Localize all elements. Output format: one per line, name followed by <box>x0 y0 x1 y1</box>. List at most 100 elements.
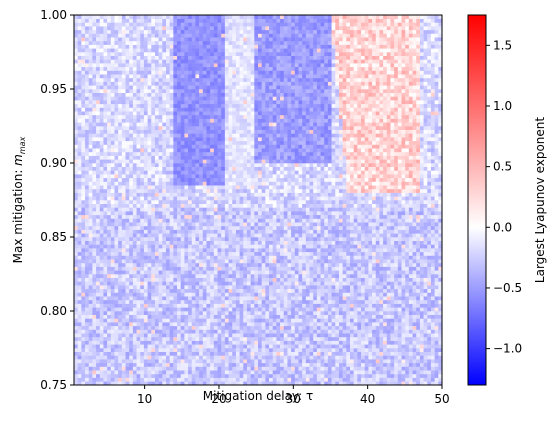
heatmap-cell <box>147 44 152 49</box>
heatmap-cell <box>213 262 218 267</box>
heatmap-cell <box>85 159 90 164</box>
heatmap-cell <box>177 63 182 68</box>
heatmap-cell <box>166 63 170 68</box>
heatmap-cell <box>132 307 137 312</box>
heatmap-cell <box>206 151 211 156</box>
heatmap-cell <box>151 74 156 79</box>
heatmap-cell <box>202 237 207 241</box>
heatmap-cell <box>232 285 237 290</box>
heatmap-cell <box>224 166 229 171</box>
heatmap-cell <box>162 77 167 82</box>
heatmap-cell <box>147 166 152 171</box>
heatmap-cell <box>158 207 163 212</box>
heatmap-cell <box>110 185 115 190</box>
heatmap-cell <box>191 177 196 182</box>
heatmap-cell <box>121 296 126 301</box>
heatmap-cell <box>74 163 78 167</box>
heatmap-cell <box>162 340 167 345</box>
heatmap-cell <box>246 266 251 271</box>
heatmap-cell <box>188 200 193 204</box>
heatmap-cell <box>140 170 145 175</box>
heatmap-cell <box>180 15 185 19</box>
heatmap-cell <box>184 63 189 68</box>
heatmap-cell <box>107 270 112 275</box>
heatmap-cell <box>188 77 193 82</box>
heatmap-cell <box>132 74 137 79</box>
heatmap-cell <box>129 270 134 275</box>
heatmap-cell <box>107 37 112 42</box>
heatmap-cell <box>154 285 159 290</box>
heatmap-cell <box>213 270 218 275</box>
heatmap-cell <box>224 336 229 341</box>
heatmap-cell <box>217 55 222 60</box>
heatmap-cell <box>221 170 226 175</box>
heatmap-cell <box>232 163 237 167</box>
heatmap-cell <box>81 307 86 312</box>
heatmap-cell <box>85 188 90 193</box>
heatmap-cell <box>250 111 255 116</box>
heatmap-cell <box>103 207 108 212</box>
heatmap-cell <box>173 207 178 212</box>
heatmap-cell <box>118 225 123 230</box>
heatmap-cell <box>210 181 215 186</box>
heatmap-cell <box>88 100 93 105</box>
heatmap-cell <box>254 188 259 193</box>
heatmap-cell <box>136 188 141 193</box>
heatmap-cell <box>184 126 189 130</box>
heatmap-cell <box>191 77 196 82</box>
heatmap-cell <box>88 177 93 182</box>
heatmap-cell <box>169 166 174 171</box>
heatmap-cell <box>132 192 137 197</box>
heatmap-cell <box>114 89 119 93</box>
heatmap-cell <box>129 314 134 319</box>
heatmap-cell <box>99 81 104 86</box>
heatmap-cell <box>246 44 251 49</box>
heatmap-cell <box>202 81 207 86</box>
heatmap-cell <box>206 40 211 45</box>
heatmap-cell <box>250 100 255 105</box>
heatmap-cell <box>121 181 126 186</box>
heatmap-cell <box>103 285 108 290</box>
heatmap-cell <box>162 196 167 201</box>
heatmap-cell <box>199 166 204 171</box>
heatmap-cell <box>132 244 137 249</box>
heatmap-cell <box>125 270 130 275</box>
heatmap-cell <box>202 40 207 45</box>
heatmap-cell <box>188 133 193 138</box>
heatmap-cell <box>250 266 255 271</box>
heatmap-cell <box>107 89 112 93</box>
heatmap-cell <box>246 111 251 116</box>
heatmap-cell <box>188 274 193 278</box>
heatmap-cell <box>151 299 156 304</box>
heatmap-cell <box>74 325 78 330</box>
heatmap-cell <box>199 181 204 186</box>
heatmap-cell <box>151 66 156 71</box>
heatmap-cell <box>206 314 211 319</box>
heatmap-cell <box>143 336 148 341</box>
heatmap-cell <box>188 359 193 364</box>
heatmap-cell <box>206 318 211 323</box>
heatmap-cell <box>246 277 251 282</box>
heatmap-cell <box>81 303 86 308</box>
heatmap-cell <box>213 74 218 79</box>
heatmap-cell <box>217 166 222 171</box>
heatmap-cell <box>92 274 97 278</box>
heatmap-cell <box>162 188 167 193</box>
heatmap-cell <box>92 137 97 142</box>
heatmap-cell <box>74 307 78 312</box>
heatmap-cell <box>147 129 152 134</box>
heatmap-cell <box>125 192 130 197</box>
heatmap-cell <box>243 325 248 330</box>
heatmap-cell <box>118 299 123 304</box>
heatmap-cell <box>195 373 200 378</box>
heatmap-cell <box>173 129 178 134</box>
heatmap-cell <box>206 340 211 345</box>
heatmap-cell <box>81 281 86 286</box>
heatmap-cell <box>250 200 255 204</box>
heatmap-cell <box>169 248 174 253</box>
heatmap-cell <box>232 248 237 253</box>
heatmap-cell <box>195 333 200 338</box>
heatmap-cell <box>202 29 207 34</box>
heatmap-cell <box>154 270 159 275</box>
heatmap-cell <box>243 18 248 23</box>
